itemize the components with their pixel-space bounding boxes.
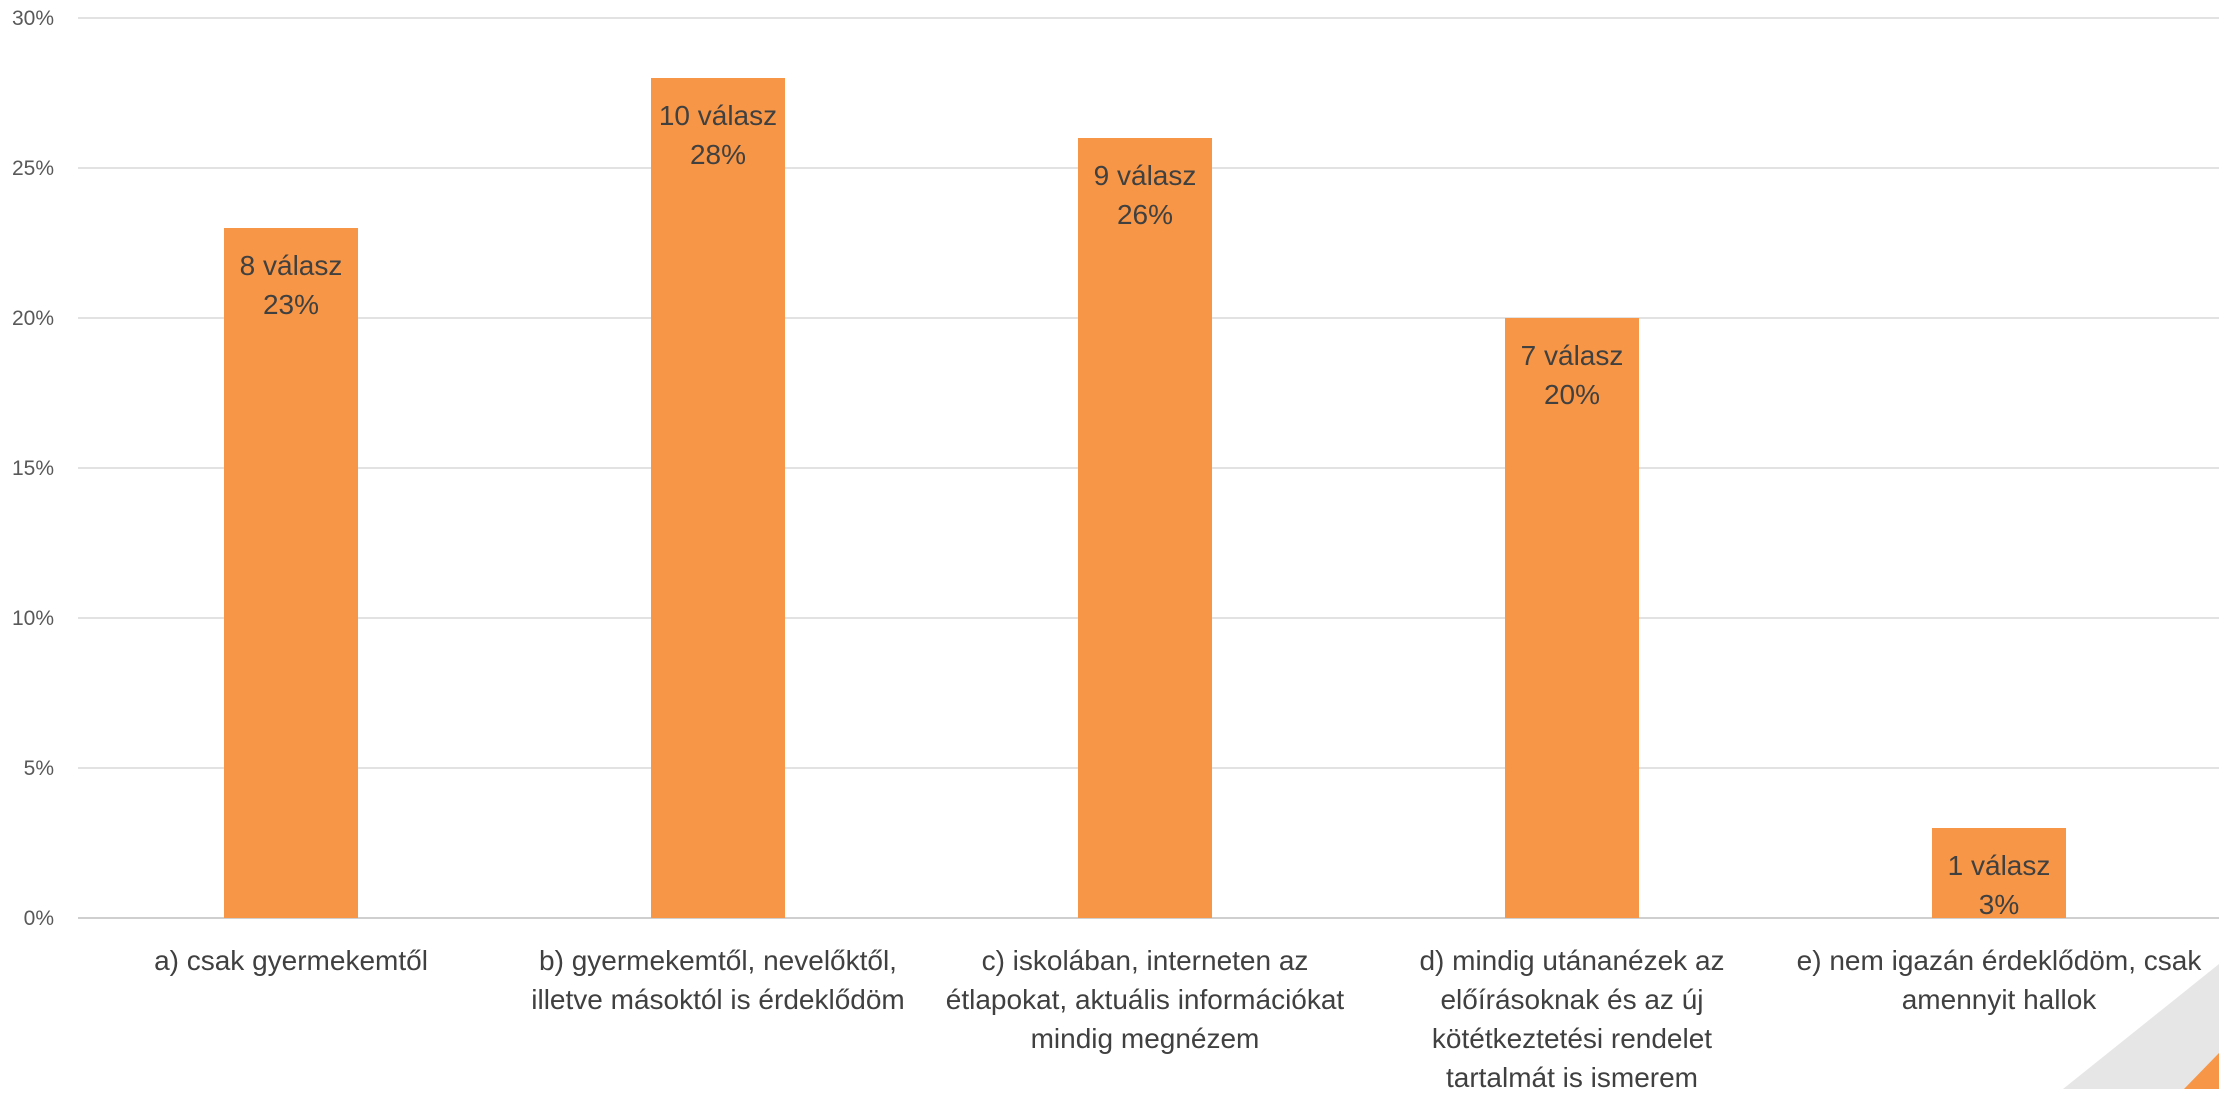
y-tick-label: 0%	[24, 907, 54, 930]
corner-gray-triangle	[2063, 964, 2219, 1089]
y-tick-label: 15%	[12, 457, 54, 480]
category-label: a) csak gyermekemtől	[154, 945, 428, 976]
bar-layer: 8 válasz 23% 10 válasz 28% 9 válasz 26% 7 vála…	[224, 78, 2066, 920]
y-tick-label: 10%	[12, 607, 54, 630]
category-label: előírásoknak és az új	[1440, 984, 1703, 1015]
category-label: mindig megnézem	[1031, 1023, 1260, 1054]
bar	[651, 78, 785, 918]
category-label: d) mindig utánanézek az	[1419, 945, 1724, 976]
data-label: 8 válasz	[240, 250, 343, 281]
category-label: tartalmát is ismerem	[1446, 1062, 1698, 1089]
category-label: e) nem igazán érdeklődöm, csak	[1797, 945, 2203, 976]
bar	[1078, 138, 1212, 918]
y-tick-label: 5%	[24, 757, 54, 780]
corner-decoration	[2063, 964, 2219, 1089]
y-tick-label: 20%	[12, 307, 54, 330]
data-label: 3%	[1979, 889, 2019, 920]
category-label: amennyit hallok	[1902, 984, 2098, 1015]
data-label: 20%	[1544, 379, 1600, 410]
category-label: b) gyermekemtől, nevelőktől,	[539, 945, 897, 976]
category-label: c) iskolában, interneten az	[982, 945, 1309, 976]
data-label: 10 válasz	[659, 100, 777, 131]
data-label: 1 válasz	[1948, 850, 2051, 881]
data-label: 7 válasz	[1521, 340, 1624, 371]
data-label: 28%	[690, 139, 746, 170]
y-tick-label: 30%	[12, 7, 54, 30]
data-label: 9 válasz	[1094, 160, 1197, 191]
data-label: 26%	[1117, 199, 1173, 230]
y-tick-label: 25%	[12, 157, 54, 180]
corner-orange-triangle	[2184, 1053, 2219, 1089]
bar	[224, 228, 358, 918]
bar	[1932, 828, 2066, 918]
bar	[1505, 318, 1639, 918]
category-label: kötétkeztetési rendelet	[1432, 1023, 1712, 1054]
x-axis: a) csak gyermekemtől b) gyermekemtől, nev…	[154, 945, 2203, 1093]
category-label: étlapokat, aktuális információkat	[946, 984, 1345, 1015]
y-axis: 0% 5% 10% 15% 20% 25% 30%	[12, 7, 54, 930]
category-label: illetve másoktól is érdeklődöm	[531, 984, 905, 1015]
data-label: 23%	[263, 289, 319, 320]
